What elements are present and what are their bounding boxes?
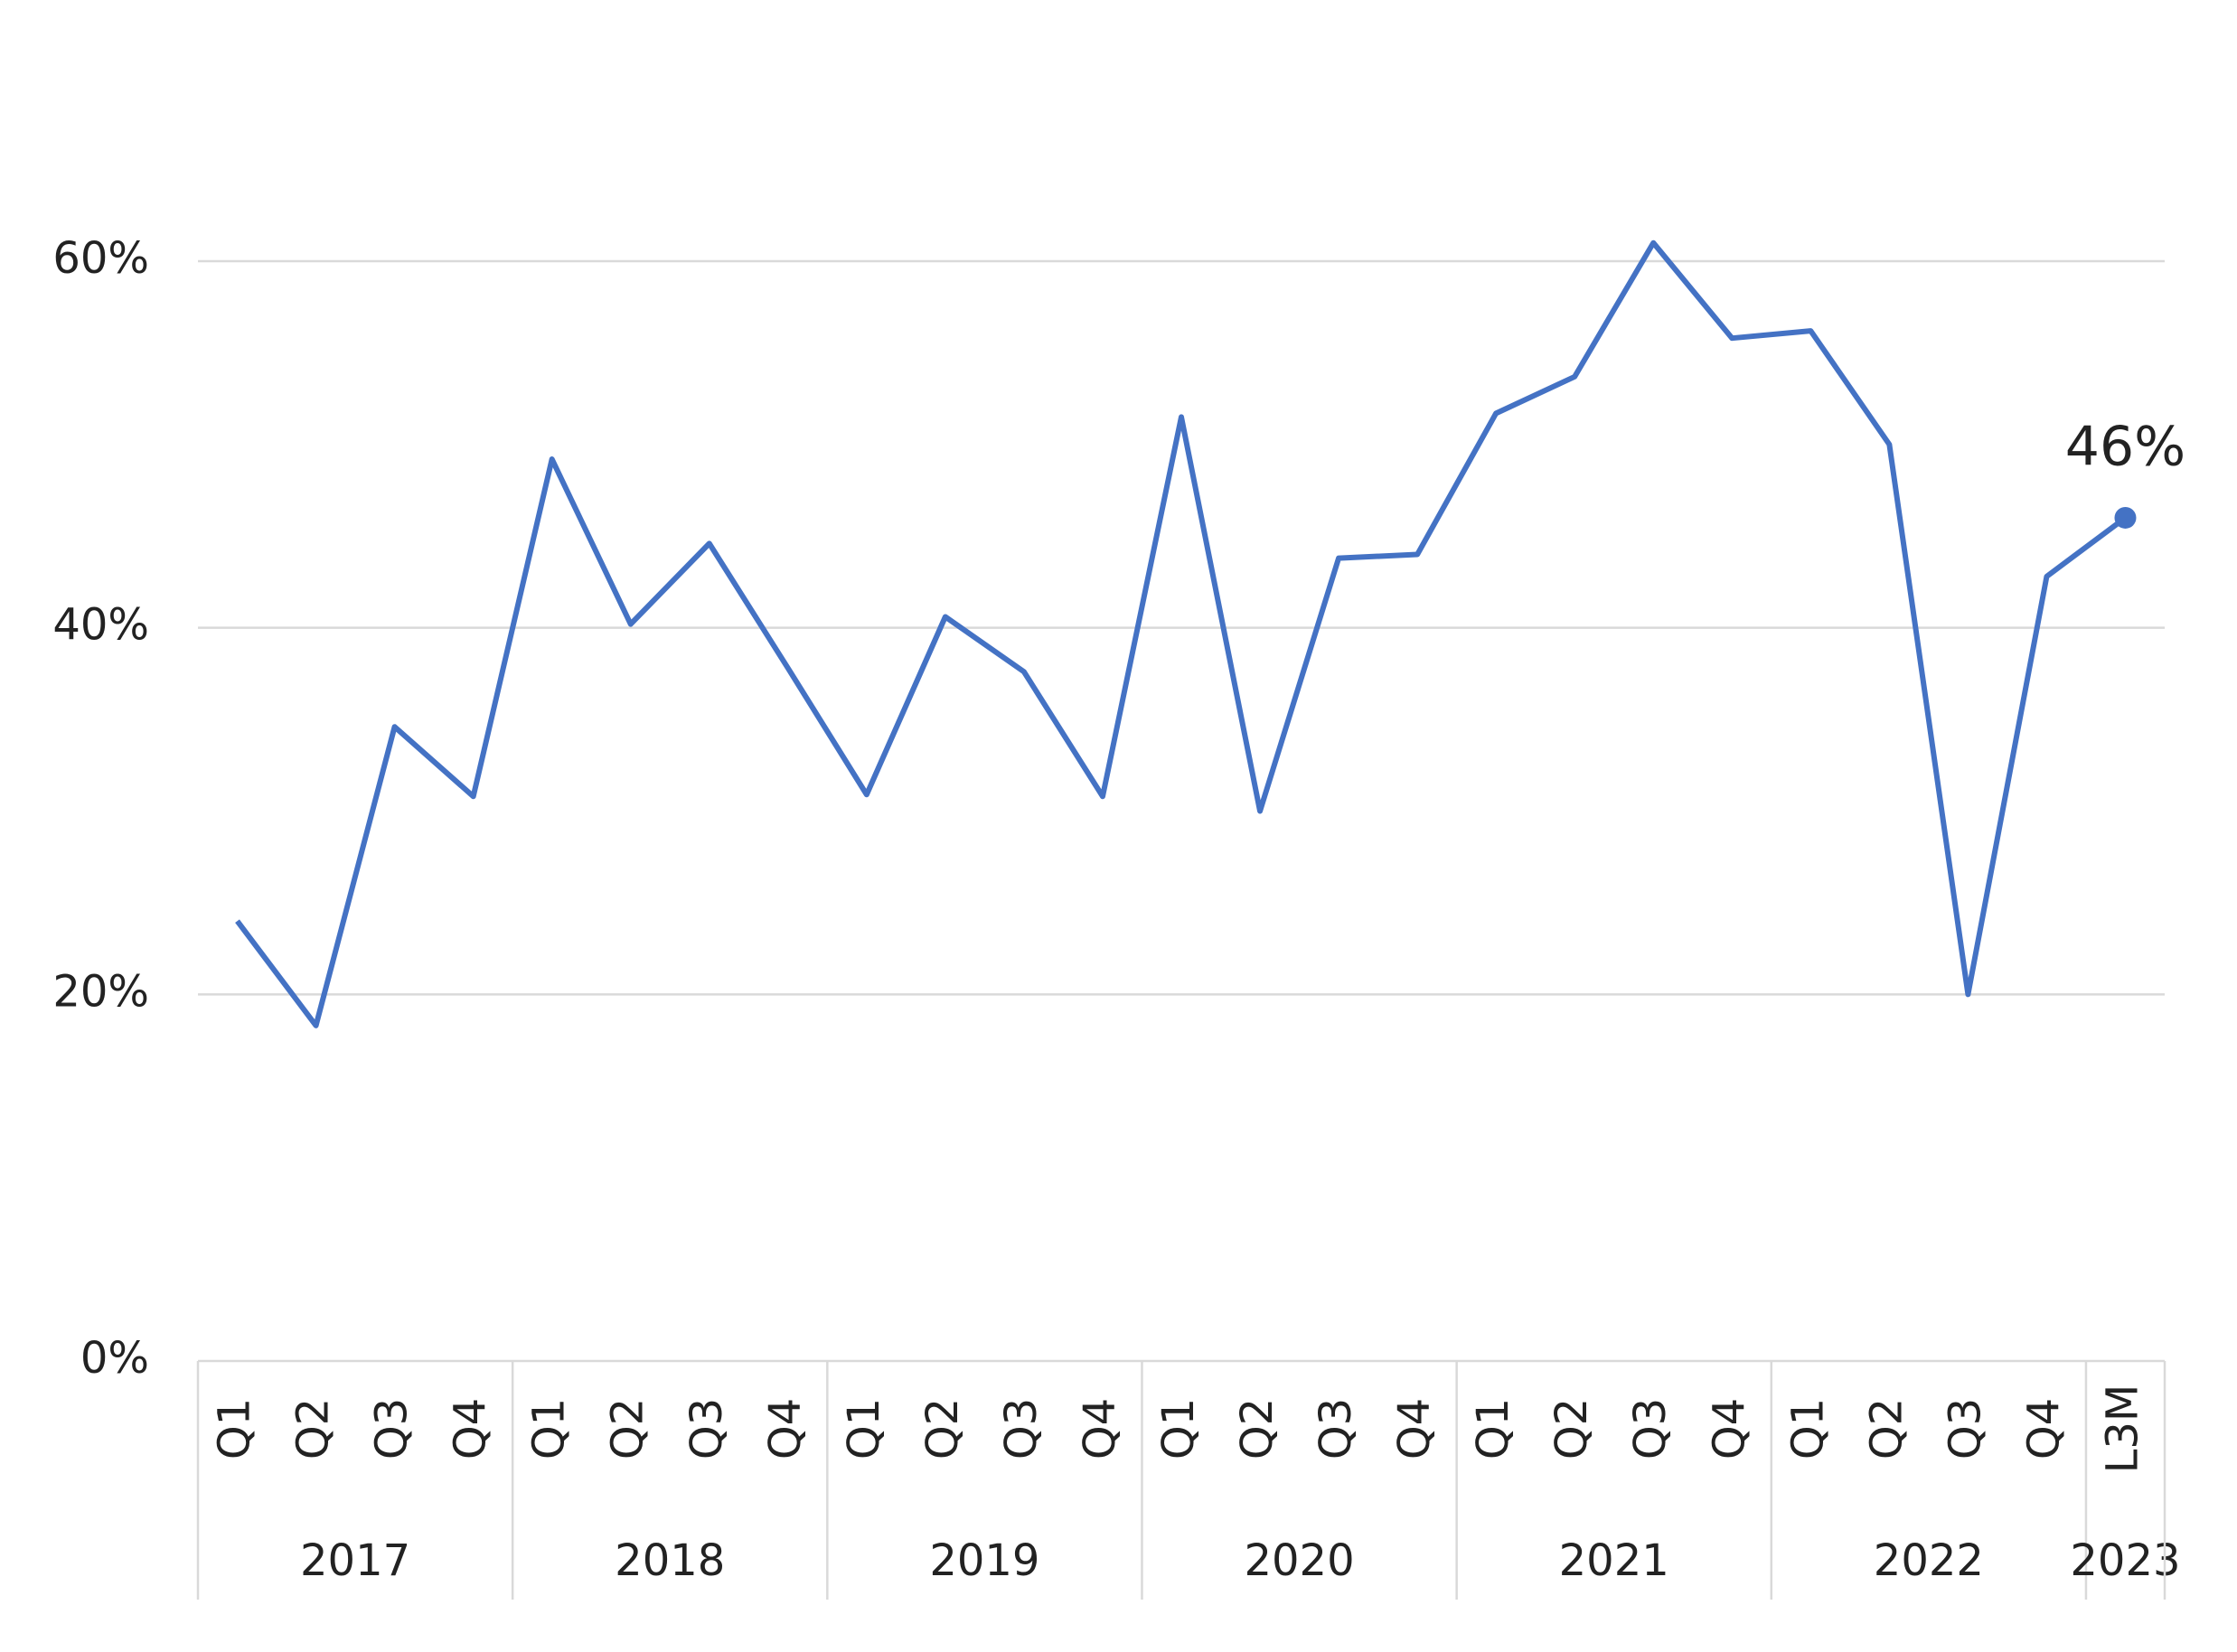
x-tick-label: Q1 — [1153, 1398, 1204, 1460]
x-tick-label: Q1 — [524, 1398, 575, 1460]
x-tick-label: Q3 — [367, 1398, 418, 1460]
data-point — [2114, 506, 2137, 529]
x-tick-label: Q4 — [446, 1398, 496, 1460]
y-tick-label: 0% — [80, 1333, 149, 1384]
x-tick-label: Q2 — [288, 1398, 339, 1460]
group-label: 2023 — [2070, 1535, 2180, 1586]
x-tick-label: Q1 — [210, 1398, 260, 1460]
group-label: 2021 — [1559, 1535, 1669, 1586]
x-tick-label: Q2 — [1546, 1398, 1597, 1460]
x-tick-label: Q2 — [1861, 1398, 1912, 1460]
x-tick-label: Q3 — [1311, 1398, 1361, 1460]
x-tick-label: Q1 — [1782, 1398, 1833, 1460]
x-tick-label: Q4 — [1704, 1398, 1754, 1460]
x-tick-label: Q2 — [1232, 1398, 1283, 1460]
data-line — [235, 239, 2128, 1028]
y-tick-label: 60% — [52, 233, 149, 284]
x-tick-label: Q4 — [1389, 1398, 1440, 1460]
x-tick-label: Q2 — [603, 1398, 653, 1460]
group-label: 2019 — [929, 1535, 1039, 1586]
x-tick-label: Q1 — [839, 1398, 889, 1460]
x-tick-label: Q3 — [1940, 1398, 1990, 1460]
x-tick-label: L3M — [2097, 1384, 2148, 1474]
x-tick-label: Q3 — [996, 1398, 1047, 1460]
group-label: 2018 — [615, 1535, 725, 1586]
x-tick-label: Q4 — [760, 1398, 811, 1460]
group-label: 2022 — [1874, 1535, 1984, 1586]
y-tick-label: 20% — [52, 966, 149, 1017]
x-tick-label: Q1 — [1468, 1398, 1518, 1460]
x-tick-label: Q4 — [1075, 1398, 1125, 1460]
group-label: 2020 — [1244, 1535, 1354, 1586]
x-tick-label: Q4 — [2018, 1398, 2069, 1460]
group-label: 2017 — [300, 1535, 410, 1586]
x-tick-label: Q3 — [681, 1398, 732, 1460]
y-tick-label: 40% — [52, 600, 149, 651]
x-tick-label: Q2 — [917, 1398, 968, 1460]
data-label: 46% — [2065, 416, 2185, 479]
x-tick-label: Q3 — [1625, 1398, 1676, 1460]
